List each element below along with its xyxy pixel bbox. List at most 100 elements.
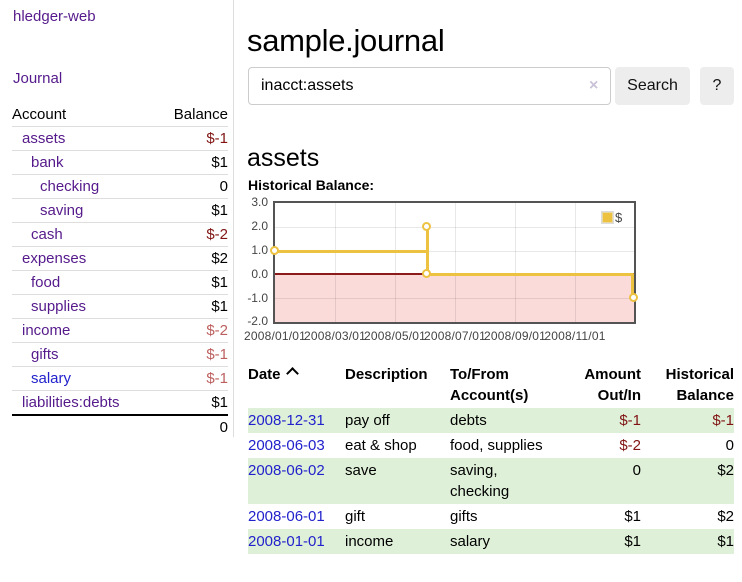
gridline [575, 203, 576, 322]
register-header-row: Date Description To/From Account(s) Amou… [248, 362, 734, 408]
account-link-liabilities-debts[interactable]: liabilities:debts [22, 394, 120, 411]
series-segment [425, 227, 429, 275]
clear-search-icon[interactable]: × [589, 77, 599, 94]
account-row: food $1 [12, 270, 228, 295]
transaction-description: eat & shop [345, 437, 417, 454]
account-link-expenses[interactable]: expenses [22, 250, 87, 267]
transaction-amount: $1 [624, 533, 641, 550]
transaction-balance: $2 [717, 462, 734, 479]
sort-ascending-icon [285, 367, 299, 380]
gridline [275, 227, 634, 228]
transaction-accounts: debts [450, 412, 487, 429]
account-row: gifts $-1 [12, 342, 228, 367]
x-axis-tick: 2008/11/01 [544, 329, 606, 343]
y-axis-tick: 3.0 [251, 195, 268, 209]
help-button[interactable]: ? [700, 67, 734, 105]
sidebar: hledger-web Journal Account Balance asse… [0, 0, 234, 439]
account-balance: $-1 [155, 126, 228, 151]
transaction-row[interactable]: 2008-06-02 save saving, checking 0 $2 [248, 458, 734, 504]
transaction-description: gift [345, 508, 366, 525]
x-axis-tick: 2008/03/01 [303, 329, 367, 343]
transaction-amount: $1 [624, 508, 641, 525]
y-axis-tick: 2.0 [251, 219, 268, 233]
series-segment [631, 274, 634, 299]
account-link-income[interactable]: income [22, 322, 71, 339]
account-link-bank[interactable]: bank [31, 154, 64, 171]
account-balance: $1 [155, 270, 228, 295]
register-header-date[interactable]: Date [248, 362, 345, 408]
y-axis-tick: -2.0 [247, 314, 268, 328]
transaction-date-link[interactable]: 2008-12-31 [248, 412, 325, 429]
legend-swatch-icon [601, 211, 614, 224]
account-link-gifts[interactable]: gifts [31, 346, 59, 363]
gridline [275, 251, 634, 252]
account-balance: $1 [211, 394, 228, 411]
page-title: sample.journal [247, 22, 445, 58]
transaction-description: income [345, 533, 394, 550]
transaction-date-link[interactable]: 2008-06-03 [248, 437, 325, 454]
transaction-accounts: food, supplies [450, 437, 543, 454]
register-header-accounts: To/From Account(s) [450, 366, 529, 404]
account-link-salary[interactable]: salary [31, 370, 72, 387]
transaction-balance: $2 [717, 508, 734, 525]
y-axis-tick: 0.0 [251, 267, 268, 281]
register-header-balance: Historical Balance [665, 366, 734, 404]
account-row: income $-2 [12, 318, 228, 343]
x-axis-tick: 2008/07/01 [423, 329, 487, 343]
data-point-marker [422, 269, 431, 278]
account-link-saving[interactable]: saving [40, 202, 84, 219]
account-balance: $-2 [155, 222, 228, 247]
transaction-row[interactable]: 2008-01-01 income salary $1 $1 [248, 529, 734, 554]
account-row: assets $-1 [12, 126, 228, 151]
account-balance: $1 [155, 198, 228, 223]
transaction-date-link[interactable]: 2008-06-02 [248, 462, 325, 479]
account-row: expenses $2 [12, 246, 228, 271]
register-header-amount: Amount Out/In [584, 366, 641, 404]
transaction-date-link[interactable]: 2008-01-01 [248, 533, 325, 550]
accounts-header-balance: Balance [155, 103, 228, 127]
register-table: Date Description To/From Account(s) Amou… [248, 362, 734, 554]
account-row: checking 0 [12, 174, 228, 199]
app-brand-link[interactable]: hledger-web [13, 8, 96, 25]
transaction-row[interactable]: 2008-12-31 pay off debts $-1 $-1 [248, 408, 734, 433]
gridline [395, 203, 396, 322]
accounts-table: Account Balance assets $-1 bank $1 check… [12, 103, 228, 439]
account-balance: $2 [155, 246, 228, 271]
transaction-accounts: salary [450, 533, 491, 550]
search-input[interactable] [248, 67, 611, 105]
account-link-food[interactable]: food [31, 274, 61, 291]
x-axis-tick: 2008/05/01 [363, 329, 427, 343]
transaction-row[interactable]: 2008-06-03 eat & shop food, supplies $-2… [248, 433, 734, 458]
account-balance: $1 [155, 294, 228, 319]
series-segment [425, 272, 634, 276]
accounts-total-value: 0 [155, 414, 228, 439]
account-link-cash[interactable]: cash [31, 226, 63, 243]
account-row: liabilities:debts $1 [12, 391, 228, 416]
accounts-total-row: 0 [12, 414, 228, 439]
negative-region [275, 275, 634, 322]
search-button[interactable]: Search [615, 67, 690, 105]
account-balance: $-1 [155, 366, 228, 391]
transaction-amount: $-2 [619, 437, 641, 454]
balance-chart[interactable]: $ [270, 201, 638, 324]
transaction-row[interactable]: 2008-06-01 gift gifts $1 $2 [248, 504, 734, 529]
transaction-amount: $-1 [619, 412, 641, 429]
y-axis-tick: 1.0 [251, 243, 268, 257]
data-point-marker [629, 293, 638, 302]
chart-title: Historical Balance: [248, 177, 375, 193]
account-link-assets[interactable]: assets [22, 130, 66, 147]
transaction-amount: 0 [632, 462, 641, 479]
transaction-accounts: saving, checking [450, 462, 510, 500]
accounts-header-account: Account [12, 103, 156, 127]
register-header-date-label: Date [248, 366, 281, 383]
gridline [455, 203, 456, 322]
account-link-supplies[interactable]: supplies [31, 298, 87, 315]
chart-legend: $ [601, 210, 623, 225]
account-row: saving $1 [12, 198, 228, 223]
sidebar-item-journal[interactable]: Journal [13, 70, 63, 87]
transaction-date-link[interactable]: 2008-06-01 [248, 508, 325, 525]
account-link-checking[interactable]: checking [40, 178, 100, 195]
account-balance: 0 [155, 174, 228, 199]
legend-label: $ [615, 210, 623, 225]
